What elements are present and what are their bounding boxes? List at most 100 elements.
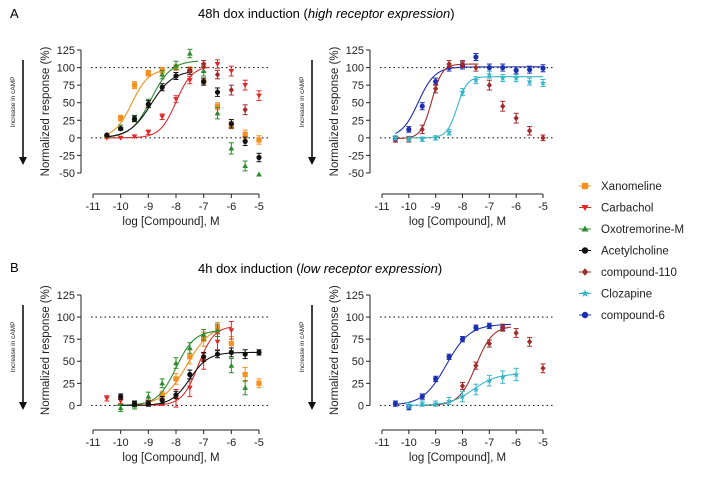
y-tick-label: -25 xyxy=(348,150,364,162)
data-point xyxy=(405,135,413,142)
y-tick-label: -50 xyxy=(59,168,75,180)
x-tick-label: -5 xyxy=(538,437,548,449)
data-point xyxy=(419,103,425,109)
data-point xyxy=(539,79,547,86)
data-point xyxy=(228,69,235,74)
data-point xyxy=(173,97,179,103)
legend-item-acetylcholine: Acetylcholine xyxy=(579,246,669,258)
y-tick-label: -25 xyxy=(59,150,75,162)
panel-letter-a: A xyxy=(10,6,19,21)
y-tick-label: 100 xyxy=(346,312,364,324)
y-tick-label: 125 xyxy=(57,45,75,57)
series-acetylcholine xyxy=(118,347,262,407)
series-compound-6 xyxy=(392,322,511,411)
series-compound-110 xyxy=(392,60,546,143)
y-tick-label: 75 xyxy=(63,334,75,346)
x-tick-label: -10 xyxy=(113,437,129,449)
series-compound-110 xyxy=(422,323,546,406)
legend-marker xyxy=(581,268,589,276)
data-point xyxy=(445,128,453,135)
data-point xyxy=(145,130,152,136)
y-tick-label: 0 xyxy=(69,133,75,145)
data-point xyxy=(392,134,399,141)
down-arrow-head xyxy=(19,157,27,165)
data-point xyxy=(459,393,466,400)
data-point xyxy=(173,392,179,398)
data-point xyxy=(145,393,152,399)
data-point xyxy=(159,71,166,77)
legend-item-carbachol: Carbachol xyxy=(579,203,653,215)
data-point xyxy=(256,137,262,143)
chart-panel-a-left: 125 100 75 50 25 0 -25 -50 -11 -10 -9 -8 -7 -6 -5 log [… xyxy=(10,45,271,228)
y-tick-label: 0 xyxy=(358,400,364,412)
data-point xyxy=(173,376,179,382)
data-point xyxy=(472,386,480,393)
down-arrow-head xyxy=(308,157,316,165)
legend-item-compound-110: compound-110 xyxy=(579,267,677,279)
y-tick-label: 25 xyxy=(63,115,75,127)
legend-label: Acetylcholine xyxy=(601,246,669,258)
data-point xyxy=(200,68,207,74)
data-point xyxy=(526,78,533,85)
y-tick-label: 50 xyxy=(352,98,364,110)
data-point xyxy=(159,397,165,403)
data-point xyxy=(256,93,262,99)
x-axis-label: log [Compound], M xyxy=(409,216,506,228)
data-point xyxy=(242,131,248,137)
row-title-a: 48h dox induction (high receptor express… xyxy=(198,6,455,21)
data-point xyxy=(446,60,452,68)
x-tick-label: -9 xyxy=(431,201,441,213)
legend: Xanomeline Carbachol Oxotremorine-M Acetylc… xyxy=(579,181,684,322)
data-point xyxy=(499,74,506,81)
data-point xyxy=(173,360,179,366)
panel-letter-b: B xyxy=(10,260,19,275)
legend-label: Xanomeline xyxy=(601,181,662,193)
data-point xyxy=(500,324,506,331)
data-point xyxy=(445,397,453,404)
data-point xyxy=(186,385,193,391)
chart-panel-b-left: 125 100 75 50 25 0 -11 -10 -9 -8 -7 -6 -5 log [Compou… xyxy=(10,285,271,464)
data-point xyxy=(159,380,166,386)
legend-marker xyxy=(581,204,589,212)
data-point xyxy=(201,79,207,85)
legend-item-xanomeline: Xanomeline xyxy=(579,181,662,193)
y-tick-label: 0 xyxy=(69,400,75,412)
x-tick-label: -9 xyxy=(431,437,441,449)
data-point xyxy=(540,134,546,141)
cue-label: Increase in cAMP xyxy=(10,77,17,128)
data-point xyxy=(432,134,439,141)
legend-label: Oxotremorine-M xyxy=(601,224,684,236)
data-point xyxy=(433,85,439,92)
y-axis-label: Normalized response (%) xyxy=(40,285,52,415)
data-point xyxy=(173,62,179,68)
data-point xyxy=(473,362,479,369)
data-point xyxy=(392,401,399,407)
legend-marker xyxy=(581,182,589,190)
data-point xyxy=(201,354,207,360)
row-title-b: 4h dox induction (low receptor expressio… xyxy=(198,261,442,276)
data-point xyxy=(513,67,519,73)
legend-label: compound-110 xyxy=(601,267,677,279)
x-tick-label: -6 xyxy=(226,201,236,213)
x-tick-label: -6 xyxy=(511,201,521,213)
data-point xyxy=(242,106,248,113)
x-tick-label: -6 xyxy=(226,437,236,449)
x-tick-label: -8 xyxy=(171,201,181,213)
data-point xyxy=(159,114,166,120)
data-point xyxy=(187,354,193,360)
data-point xyxy=(242,384,249,390)
data-point xyxy=(486,323,492,329)
data-point xyxy=(214,110,221,116)
data-point xyxy=(242,371,248,378)
data-point xyxy=(214,61,221,67)
data-point xyxy=(526,338,533,345)
x-axis-label: log [Compound], M xyxy=(122,216,219,228)
data-point xyxy=(131,82,138,88)
x-tick-label: -11 xyxy=(85,201,100,213)
data-point xyxy=(131,116,138,122)
data-point xyxy=(419,400,426,407)
y-tick-label: 50 xyxy=(63,98,75,110)
data-point xyxy=(242,138,248,144)
data-point xyxy=(117,398,124,404)
data-point xyxy=(513,115,519,122)
